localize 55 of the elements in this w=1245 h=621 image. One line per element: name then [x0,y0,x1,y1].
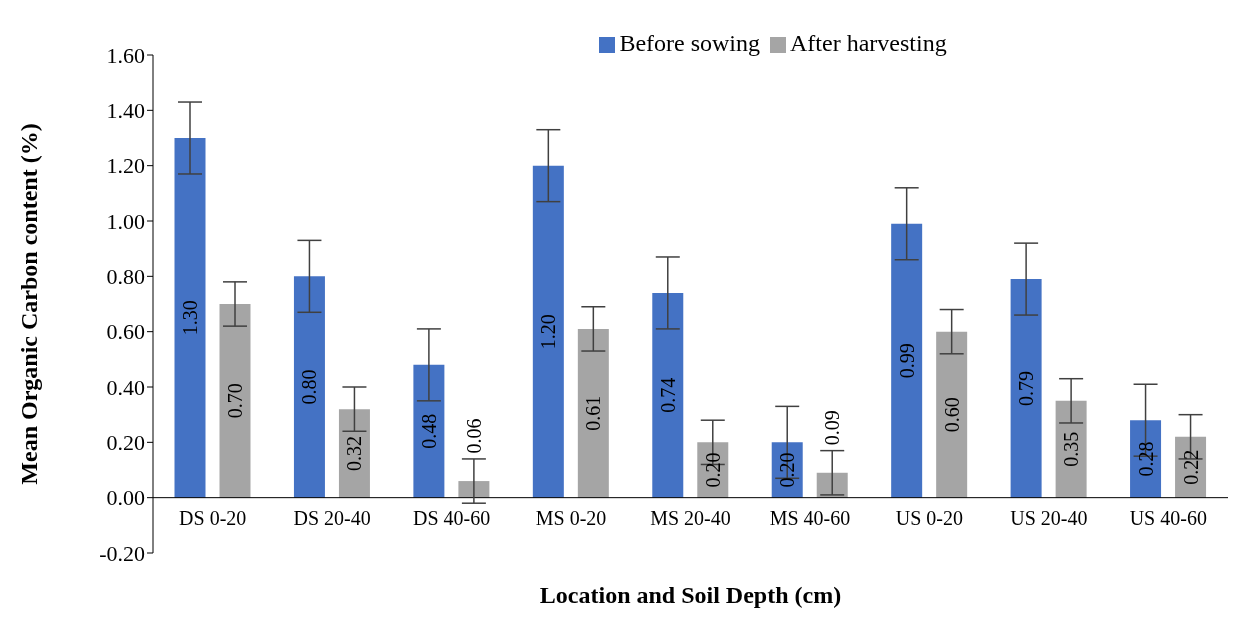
bar [219,304,251,498]
x-tick-label: US 0-20 [895,506,964,529]
data-label: 1.30 [179,300,201,336]
data-label: 0.60 [940,397,963,433]
data-label: 0.80 [298,369,321,405]
y-tick-label: 0.20 [106,430,145,456]
data-label: 0.70 [224,383,246,419]
legend-label: Before sowing [619,30,761,56]
bar [577,328,609,498]
legend-label: After harvesting [790,30,947,56]
data-label: 0.20 [776,452,799,488]
bar [1010,279,1042,498]
data-label: 0.61 [582,395,605,431]
y-tick-label: 1.20 [106,153,145,179]
data-label: 0.20 [701,452,724,488]
bar [338,409,370,498]
y-tick-label: 0.60 [106,319,145,345]
y-tick-label: 1.00 [106,208,145,234]
bar [174,138,206,498]
y-tick-label: 1.40 [106,98,145,124]
x-tick-label: DS 20-40 [293,506,371,529]
data-label: 1.20 [537,314,560,350]
x-tick-label: MS 40-60 [769,506,851,529]
y-tick-label: -0.20 [99,540,145,566]
data-label: 0.99 [895,343,918,379]
data-label: 0.06 [462,418,485,454]
bar [1055,400,1087,498]
bar [891,223,923,498]
x-tick-label: US 40-60 [1129,506,1207,529]
bar [652,292,684,498]
data-label: 0.32 [343,435,366,471]
x-tick-label: DS 40-60 [412,506,491,529]
x-tick-label: MS 0-20 [535,506,607,529]
data-label: 0.79 [1015,370,1038,406]
bar [293,276,325,498]
x-tick-label: US 20-40 [1010,506,1088,529]
bar [936,331,968,498]
data-label: 0.35 [1060,431,1083,467]
y-tick-label: 1.60 [106,42,145,68]
y-tick-label: 0.80 [106,264,145,290]
y-tick-label: 0.00 [106,485,145,511]
y-axis-title: Mean Organic Carbon content (%) [15,123,42,485]
data-label: 0.28 [1134,441,1157,477]
bar [532,165,564,498]
data-label: 0.48 [417,413,440,449]
data-label: 0.22 [1179,449,1202,485]
y-tick-label: 0.40 [106,374,145,400]
bar [1130,420,1162,498]
x-tick-label: DS 0-20 [179,506,247,529]
x-tick-label: MS 20-40 [650,506,731,529]
bar [413,364,445,498]
bar [458,481,490,498]
data-label: 0.09 [821,410,844,446]
x-axis-title: Location and Soil Depth (cm) [539,582,842,608]
data-label: 0.74 [656,377,679,413]
